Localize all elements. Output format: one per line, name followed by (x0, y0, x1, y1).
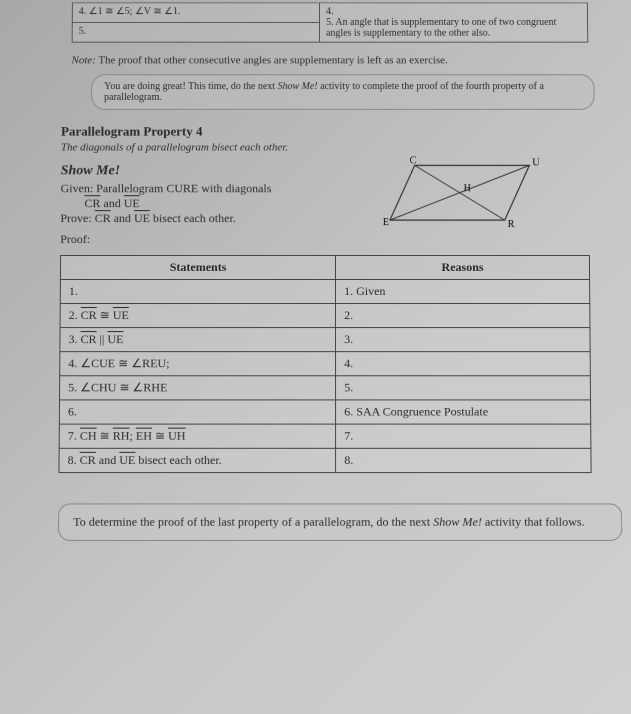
bottom-b: Show Me! (433, 515, 482, 529)
reason-3: 3. (336, 328, 591, 352)
bottom-callout: To determine the proof of the last prope… (58, 503, 622, 541)
stmt-1: 1. (60, 279, 335, 303)
prove-and: and (111, 211, 134, 225)
given-line: Given: Parallelogram CURE with diagonals (61, 181, 272, 195)
stmt-7: 7. CH ≅ RH; EH ≅ UH (59, 424, 336, 448)
reason-5: 5. (336, 376, 591, 400)
cell-5-left: 5. (79, 26, 87, 37)
reason-8: 8. (336, 448, 591, 472)
vertex-c: C (410, 155, 417, 166)
given-cr: CR (84, 196, 100, 210)
stmt-8: 8. CR and UE bisect each other. (59, 448, 336, 472)
reason-2: 2. (336, 304, 590, 328)
header-statements: Statements (60, 256, 335, 280)
prove-ue: UE (134, 211, 150, 225)
prove-cr: CR (95, 211, 111, 225)
given-and: and (100, 196, 123, 210)
parallelogram-diagram: C U R E H (380, 155, 550, 235)
reason-4: 4. (336, 352, 591, 376)
note-text: The proof that other consecutive angles … (96, 54, 448, 66)
stmt-6: 6. (59, 400, 335, 424)
top-table: 4. ∠1 ≅ ∠5; ∠V ≅ ∠1. 4. 5. An angle that… (72, 2, 589, 42)
given-ue: UE (124, 196, 140, 210)
reason-7: 7. (336, 424, 591, 448)
reason-6: 6. SAA Congruence Postulate (336, 400, 591, 424)
cell-4-right: 4. (326, 6, 581, 17)
cell-5-right: 5. An angle that is supplementary to one… (326, 17, 581, 39)
reason-1: 1. Given (336, 279, 590, 303)
cell-4-left: 4. ∠1 ≅ ∠5; ∠V ≅ ∠1. (79, 6, 181, 17)
callout-text-b: Show Me! (278, 81, 318, 92)
prove-label: Prove: (60, 211, 94, 225)
proof-table: Statements Reasons 1.1. Given 2. CR ≅ UE… (58, 255, 591, 473)
vertex-r: R (508, 219, 515, 230)
vertex-u: U (532, 157, 539, 168)
prove-rest: bisect each other. (150, 211, 236, 225)
callout-text-a: You are doing great! This time, do the n… (104, 81, 277, 92)
bottom-c: activity that follows. (482, 515, 585, 529)
stmt-3: 3. CR || UE (60, 328, 336, 352)
note-line: Note: The proof that other consecutive a… (71, 54, 588, 66)
stmt-2: 2. CR ≅ UE (60, 304, 336, 328)
bottom-a: To determine the proof of the last prope… (73, 515, 433, 529)
stmt-5: 5. ∠CHU ≅ ∠RHE (60, 376, 336, 400)
callout-encouragement: You are doing great! This time, do the n… (91, 74, 595, 110)
property-title: Parallelogram Property 4 (61, 124, 609, 140)
property-subtitle: The diagonals of a parallelogram bisect … (61, 142, 609, 154)
stmt-4: 4. ∠CUE ≅ ∠REU; (60, 352, 336, 376)
vertex-e: E (383, 217, 389, 228)
header-reasons: Reasons (336, 256, 590, 280)
note-label: Note: (71, 54, 95, 66)
vertex-h: H (464, 183, 471, 194)
